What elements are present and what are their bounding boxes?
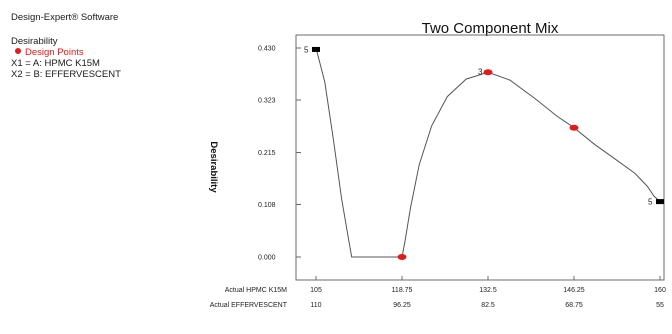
response-label: Desirability xyxy=(11,36,58,47)
legend-design-points: Design Points xyxy=(11,47,191,58)
x-tick-label: 82.5 xyxy=(481,302,495,309)
design-point xyxy=(569,124,579,131)
design-point-count: 3 xyxy=(478,67,483,76)
x-axis: Actual HPMC K15M 105 118.75 132.5 146.25 160 A… xyxy=(210,276,666,309)
software-name: Design-Expert® Software xyxy=(11,12,119,23)
desirability-curve xyxy=(315,47,661,258)
design-point-square xyxy=(656,199,664,205)
design-point xyxy=(483,69,493,76)
side-panel: Design-Expert® Software Desirability Des… xyxy=(11,12,191,80)
factor-x1: X1 = A: HPMC K15M xyxy=(11,58,100,69)
design-point-count: 5 xyxy=(648,198,653,207)
x-tick-label: 68.75 xyxy=(565,302,583,309)
design-point-square xyxy=(312,46,320,52)
y-tick-label: 0.215 xyxy=(258,150,276,157)
design-point xyxy=(397,254,407,260)
x-tick-label: 96.25 xyxy=(393,302,411,309)
x-tick-label: 132.5 xyxy=(479,287,497,294)
plot-area xyxy=(295,34,665,281)
y-tick-label: 0.000 xyxy=(258,255,276,262)
design-point-dot-icon xyxy=(15,48,21,54)
x-axis-row-label: Actual EFFERVESCENT xyxy=(210,302,288,309)
design-point-count: 5 xyxy=(304,45,309,54)
y-tick-label: 0.108 xyxy=(258,202,276,209)
x-tick-label: 55 xyxy=(656,302,664,309)
y-tick-label: 0.323 xyxy=(258,98,276,105)
x-tick-label: 110 xyxy=(310,302,321,309)
x-tick-label: 160 xyxy=(654,287,666,294)
y-axis-label: Desirability xyxy=(208,141,219,193)
chart-title: Two Component Mix xyxy=(422,20,559,37)
x-tick-label: 146.25 xyxy=(563,287,585,294)
y-axis: 0.000 0.108 0.215 0.323 0.430 xyxy=(258,46,301,262)
x-tick-label: 118.75 xyxy=(392,287,413,294)
y-tick-label: 0.430 xyxy=(258,46,276,53)
legend-design-points-label: Design Points xyxy=(25,47,84,58)
x-tick-label: 105 xyxy=(310,287,322,294)
x-axis-row-label: Actual HPMC K15M xyxy=(225,287,287,294)
factor-x2: X2 = B: EFFERVESCENT xyxy=(11,69,121,80)
data-points: 3 5 5 xyxy=(304,45,664,260)
